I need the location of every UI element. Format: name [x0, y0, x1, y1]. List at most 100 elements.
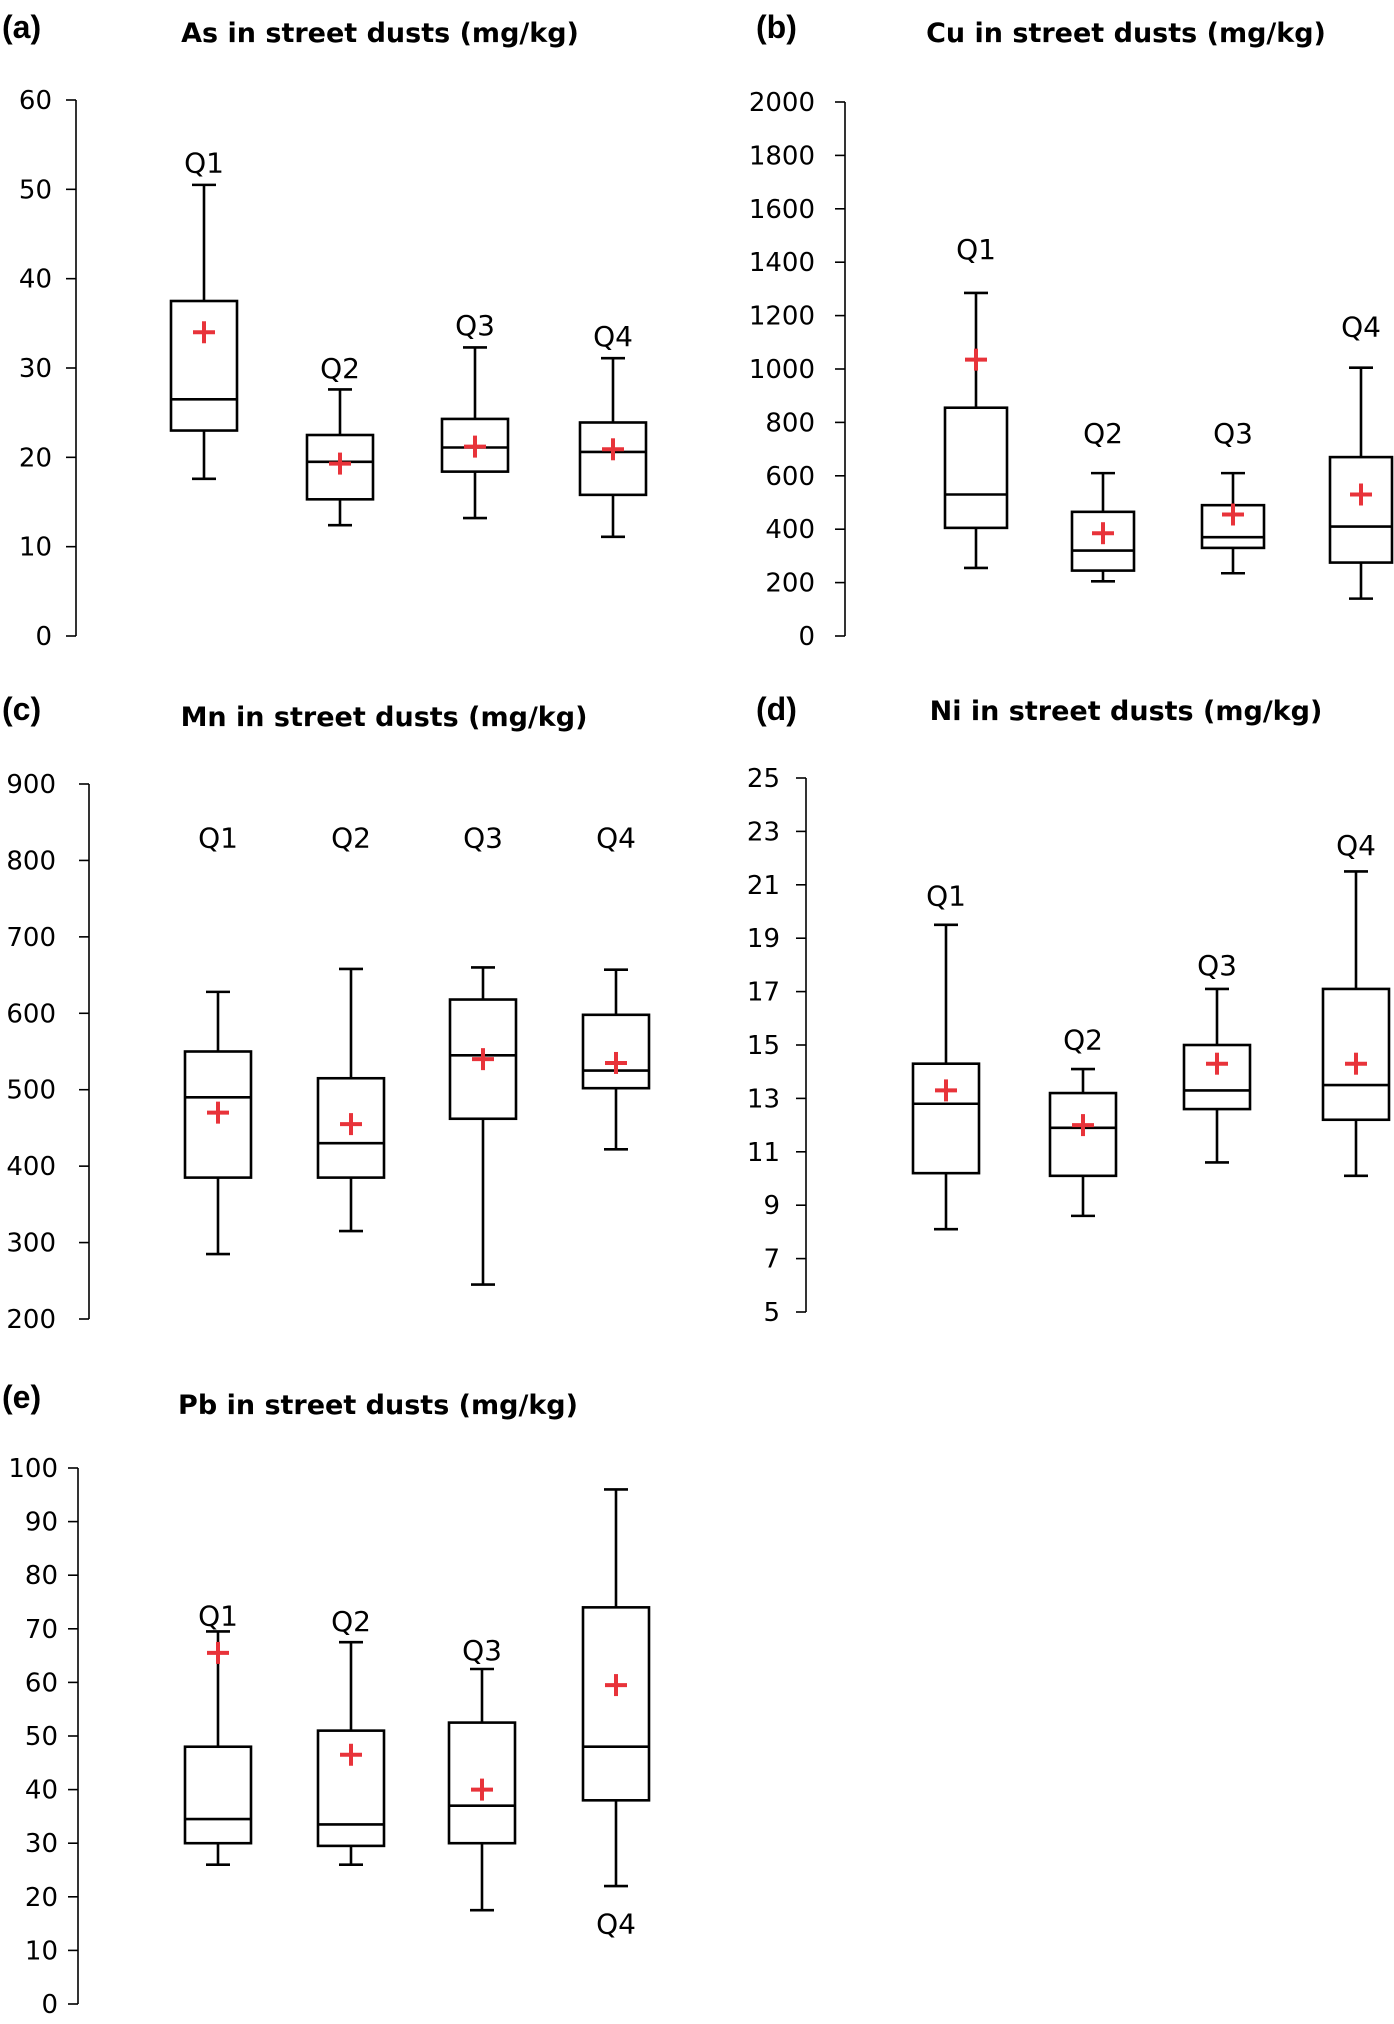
y-tick-label: 50: [19, 175, 52, 205]
box-q1: Q1: [183, 822, 253, 1256]
y-tick-label: 7: [763, 1245, 780, 1275]
panel-b: (b) Cu in street dusts (mg/kg) 0 200 400 600 8…: [749, 9, 1394, 652]
y-tick-label: 30: [25, 1829, 58, 1859]
iqr-box: [183, 1745, 253, 1845]
y-tick-label: 40: [25, 1776, 58, 1806]
chart-title: Mn in street dusts (mg/kg): [181, 702, 588, 733]
y-tick-label: 0: [41, 1990, 58, 2020]
box-q1: Q1: [169, 147, 239, 481]
y-tick-label: 800: [765, 408, 815, 438]
group-label: Q4: [593, 320, 633, 353]
group-label: Q2: [1063, 1024, 1103, 1057]
panel-label: (a): [2, 9, 41, 45]
iqr-box: [943, 406, 1009, 530]
y-tick-label: 5: [763, 1298, 780, 1328]
y-tick-label: 60: [25, 1668, 58, 1698]
y-tick-label: 1200: [749, 302, 815, 332]
mean-marker-plus-icon: [602, 438, 624, 461]
chart-title: Ni in street dusts (mg/kg): [930, 696, 1323, 727]
y-tick-label: 1400: [749, 248, 815, 278]
mean-marker-plus-icon: [207, 1641, 229, 1664]
y-tick-label: 300: [6, 1229, 56, 1259]
chart-title: Pb in street dusts (mg/kg): [178, 1390, 578, 1421]
iqr-box: [1328, 455, 1394, 564]
panel-label: (e): [2, 1379, 41, 1415]
box-q2: Q2: [316, 1605, 386, 1866]
box-q2: Q2: [1048, 1024, 1118, 1218]
group-label: Q3: [1213, 417, 1253, 450]
y-tick-label: 19: [747, 924, 780, 954]
mean-marker-plus-icon: [935, 1079, 957, 1102]
box-q4: Q4: [1328, 310, 1394, 600]
mean-marker-plus-icon: [1222, 503, 1244, 526]
y-tick-label: 600: [765, 462, 815, 492]
mean-marker-plus-icon: [193, 321, 215, 344]
y-tick-label: 500: [6, 1076, 56, 1106]
iqr-box: [316, 1729, 386, 1848]
y-tick-label: 400: [765, 515, 815, 545]
mean-marker-plus-icon: [329, 452, 351, 475]
y-tick-label: 2000: [749, 88, 815, 118]
group-label: Q2: [331, 822, 371, 855]
y-tick-label: 15: [747, 1031, 780, 1061]
y-tick-label: 1600: [749, 195, 815, 225]
y-tick-label: 21: [747, 871, 780, 901]
y-tick-label: 50: [25, 1722, 58, 1752]
y-tick-label: 0: [798, 622, 815, 652]
y-tick-label: 30: [19, 354, 52, 384]
box-q3: Q3: [448, 822, 518, 1286]
box-q4: Q4: [581, 1488, 651, 1941]
y-tick-label: 20: [19, 443, 52, 473]
box-q2: Q2: [1070, 417, 1136, 583]
mean-marker-plus-icon: [1345, 1052, 1367, 1075]
panel-d: (d) Ni in street dusts (mg/kg) 5 7 9 11 13 15 17…: [747, 691, 1391, 1328]
chart-title: As in street dusts (mg/kg): [181, 18, 579, 49]
group-label: Q1: [184, 147, 224, 180]
group-label: Q2: [320, 352, 360, 385]
mean-marker-plus-icon: [965, 348, 987, 371]
panel-e: (e) Pb in street dusts (mg/kg) 0 10 20 30 40 50…: [2, 1379, 651, 2020]
box-q4: Q4: [1321, 829, 1391, 1178]
mean-marker-plus-icon: [605, 1674, 627, 1697]
y-tick-label: 13: [747, 1084, 780, 1114]
y-tick-label: 20: [25, 1883, 58, 1913]
box-q3: Q3: [1182, 949, 1252, 1164]
group-label: Q3: [463, 822, 503, 855]
panel-label: (d): [756, 691, 797, 727]
mean-marker-plus-icon: [340, 1743, 362, 1766]
iqr-box: [440, 417, 510, 473]
y-tick-label: 100: [8, 1454, 58, 1484]
y-tick-label: 0: [35, 622, 52, 652]
iqr-box: [316, 1076, 386, 1179]
box-q1: Q1: [911, 879, 981, 1231]
box-q2: Q2: [305, 352, 375, 527]
y-tick-label: 25: [747, 764, 780, 794]
y-tick-label: 1000: [749, 355, 815, 385]
y-tick-label: 600: [6, 999, 56, 1029]
iqr-box: [1070, 510, 1136, 572]
y-tick-label: 1800: [749, 141, 815, 171]
box-q4: Q4: [578, 320, 648, 539]
y-tick-label: 10: [19, 533, 52, 563]
iqr-box: [578, 421, 648, 497]
iqr-box: [448, 998, 518, 1121]
mean-marker-plus-icon: [464, 435, 486, 458]
y-tick-label: 23: [747, 817, 780, 847]
iqr-box: [581, 1013, 651, 1090]
y-tick-label: 90: [25, 1508, 58, 1538]
mean-marker-plus-icon: [605, 1051, 627, 1074]
iqr-box: [183, 1050, 253, 1179]
mean-marker-plus-icon: [207, 1101, 229, 1124]
y-tick-label: 17: [747, 978, 780, 1008]
mean-marker-plus-icon: [1206, 1052, 1228, 1075]
group-label: Q3: [455, 309, 495, 342]
y-tick-label: 80: [25, 1561, 58, 1591]
box-q2: Q2: [316, 822, 386, 1233]
y-tick-label: 60: [19, 86, 52, 116]
group-label: Q3: [1197, 949, 1237, 982]
y-tick-label: 11: [747, 1138, 780, 1168]
box-q3: Q3: [447, 1634, 517, 1912]
iqr-box: [305, 433, 375, 501]
y-tick-label: 200: [6, 1305, 56, 1335]
mean-marker-plus-icon: [1092, 522, 1114, 545]
